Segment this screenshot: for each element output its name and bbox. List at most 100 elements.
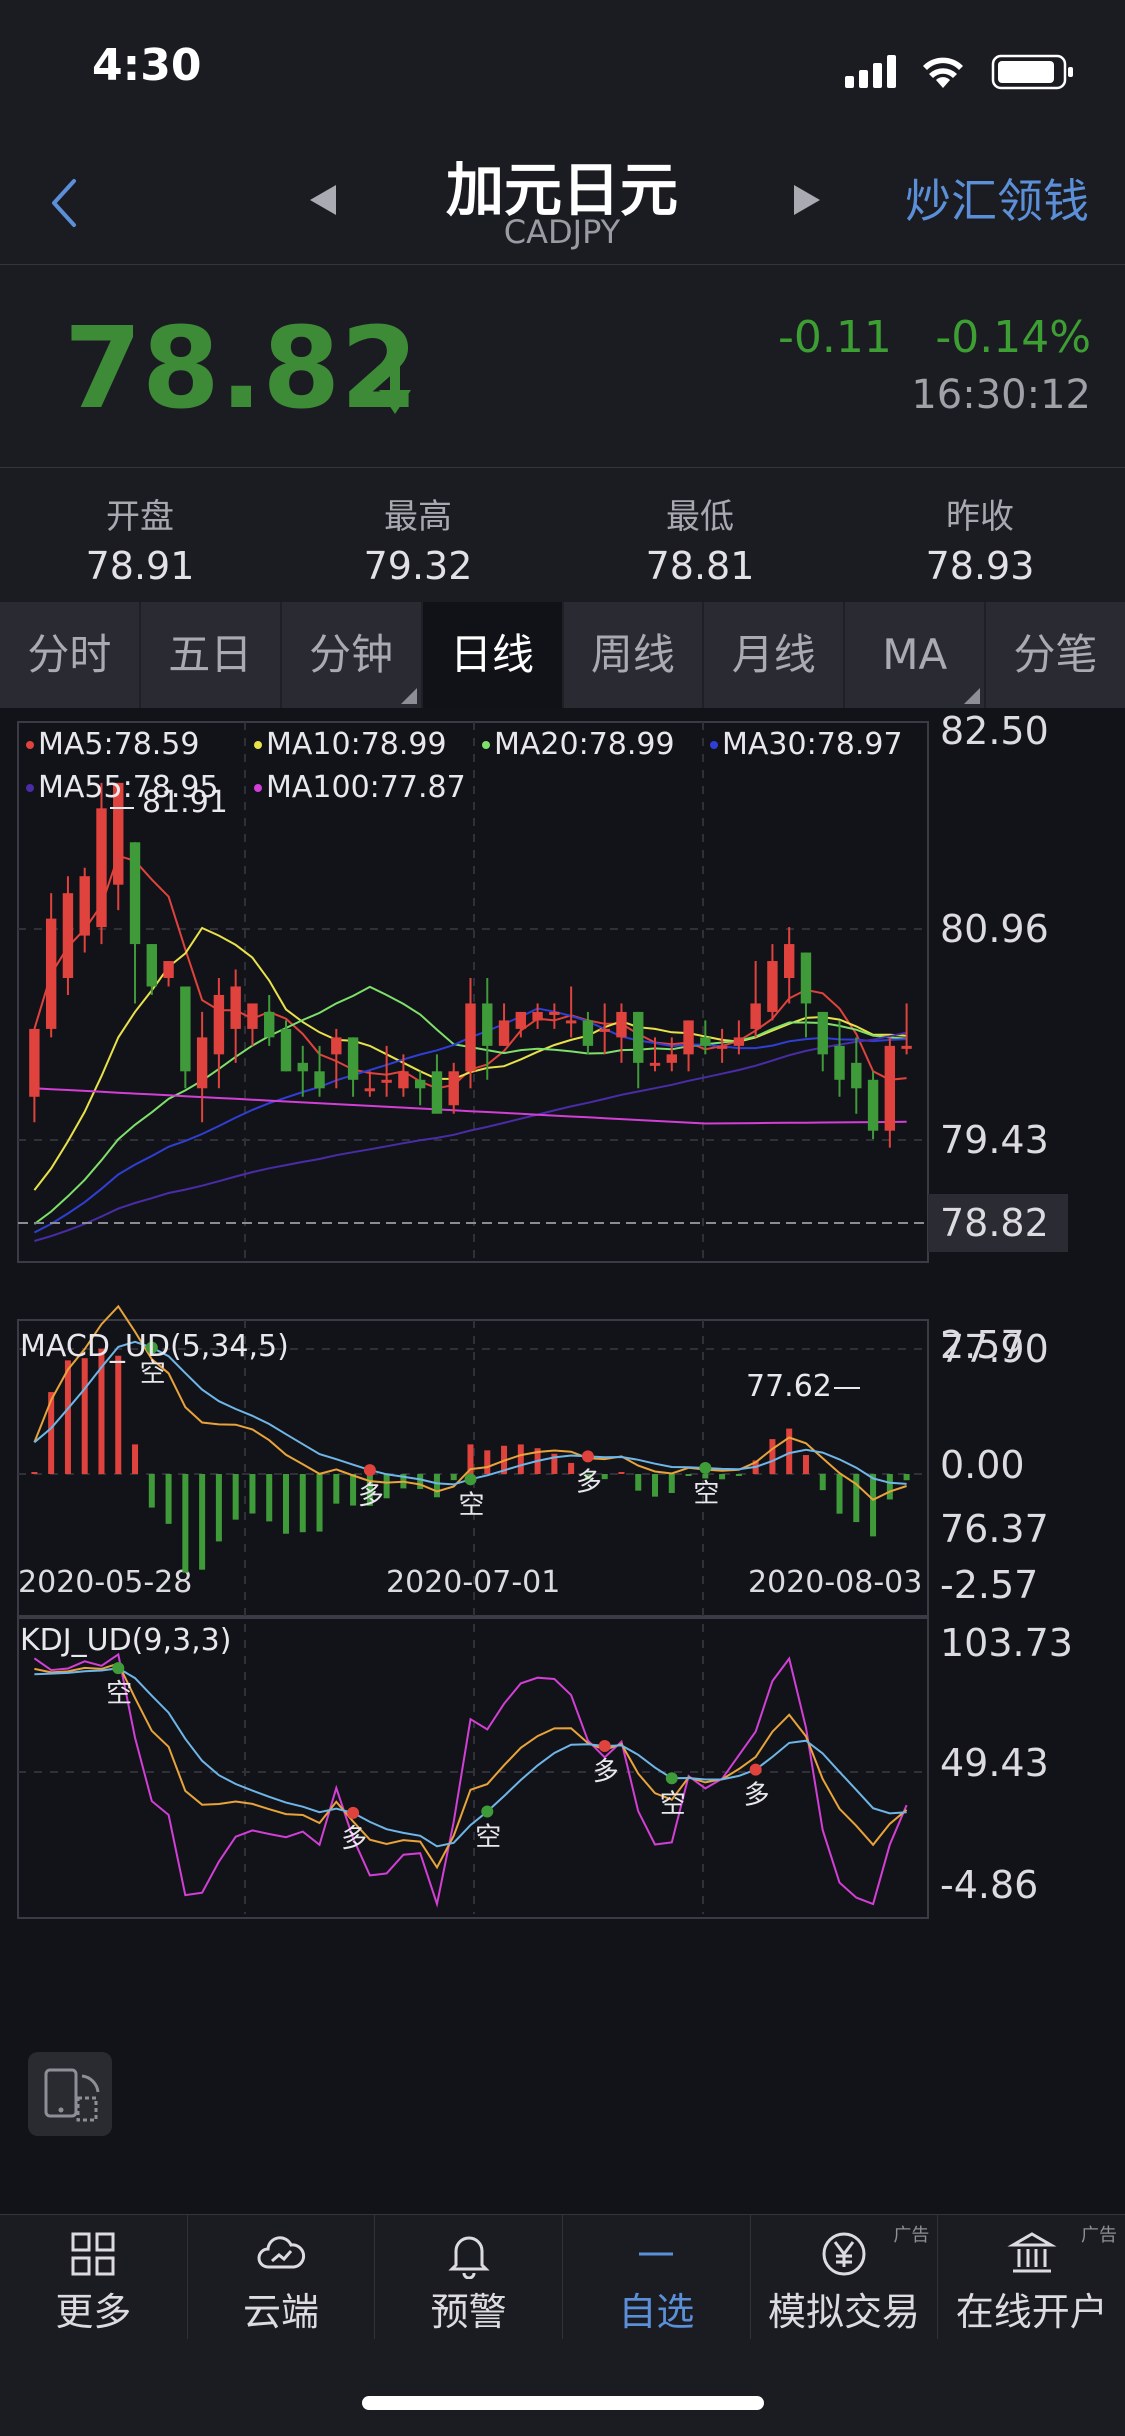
tab-label: 月线 [731, 630, 816, 679]
candle-body [414, 1079, 426, 1089]
low-label: 77.62 [746, 1369, 832, 1404]
tab-weekly[interactable]: 周线 [564, 602, 705, 708]
kdj-signal-label: 空 [475, 1822, 501, 1852]
tab-five-day[interactable]: 五日 [141, 602, 282, 708]
ma55-legend: MA55:78.95 [38, 770, 219, 805]
macd-bar [48, 1392, 55, 1474]
price-change: -0.11 [778, 312, 892, 363]
candle-body [163, 961, 174, 979]
kdj-signal-dot [749, 1763, 762, 1776]
back-icon[interactable] [40, 163, 100, 243]
macd-y-tick: -2.57 [940, 1563, 1038, 1607]
kdj-signal-dot [347, 1806, 360, 1819]
kdj-y-tick: 103.73 [940, 1621, 1073, 1665]
nav-label: 模拟交易 [768, 2290, 921, 2334]
macd-bar [433, 1474, 440, 1498]
macd-bar [81, 1358, 88, 1474]
kline-chart[interactable]: 82.50 80.96 79.43 78.82 77.90 76.37 2020… [0, 708, 1125, 2214]
minus-icon [639, 2252, 674, 2256]
tab-daily[interactable]: 日线 [422, 602, 564, 708]
kdj-k-line [34, 1662, 908, 1870]
macd-bar [132, 1444, 139, 1474]
candle-body [733, 1037, 745, 1046]
macd-bar [417, 1474, 424, 1490]
kdj-indicator: 空多 空多空多 [33, 1652, 908, 1908]
tab-label: 周线 [590, 630, 675, 679]
nav-label: 云端 [243, 2290, 320, 2334]
signal-icon [845, 55, 896, 88]
nav-open-account[interactable]: 广告 在线开户 [938, 2215, 1125, 2339]
tab-ticks[interactable]: 分笔 [986, 602, 1125, 708]
ma5-legend: MA5:78.59 [38, 727, 199, 762]
landscape-toggle-icon[interactable] [28, 2052, 112, 2136]
candle-body [264, 1011, 275, 1038]
stat-high: 最高 79.32 [278, 489, 558, 588]
macd-bar [886, 1474, 893, 1500]
candle-body [29, 1028, 40, 1097]
macd-bar [836, 1474, 843, 1514]
ma100-legend: MA100:77.87 [266, 770, 466, 805]
kdj-signal-label: 空 [106, 1679, 132, 1709]
nav-watchlist[interactable]: 自选 [563, 2215, 751, 2339]
grid-icon [71, 2232, 115, 2276]
candle-body [616, 1011, 627, 1038]
chart-area[interactable]: 82.50 80.96 79.43 78.82 77.90 76.37 2020… [0, 708, 1125, 2214]
nav-cloud[interactable]: 云端 [188, 2215, 376, 2339]
candle-body [549, 1011, 560, 1015]
kdj-title: KDJ_UD(9,3,3) [20, 1623, 231, 1658]
macd-signal-label: 空 [140, 1359, 166, 1389]
macd-bar [266, 1474, 273, 1522]
kdj-y-tick: -4.86 [940, 1863, 1038, 1907]
tab-monthly[interactable]: 月线 [704, 602, 846, 708]
macd-bar [467, 1444, 474, 1474]
kdj-y-tick: 49.43 [940, 1741, 1049, 1785]
ma30-legend: MA30:78.97 [722, 727, 903, 762]
candle-body [565, 1020, 577, 1024]
stat-label: 昨收 [946, 497, 1014, 537]
macd-bar [215, 1474, 222, 1542]
candle-body [129, 842, 141, 945]
nav-more[interactable]: 更多 [0, 2215, 188, 2339]
nav-simulated-trading[interactable]: 广告 模拟交易 [751, 2215, 939, 2339]
tab-label: 分笔 [1013, 630, 1098, 679]
candle-body [213, 994, 225, 1055]
tab-minute[interactable]: 分钟 [282, 602, 423, 708]
macd-bar [165, 1474, 172, 1524]
macd-bar [182, 1474, 189, 1573]
macd-bar [601, 1474, 608, 1480]
macd-bar [64, 1360, 71, 1474]
dropdown-corner-icon [400, 688, 417, 704]
candle-body [62, 893, 74, 979]
candle-body [851, 1062, 862, 1089]
macd-bar [366, 1474, 373, 1506]
prev-symbol-icon[interactable] [304, 175, 344, 225]
nav-label: 更多 [55, 2290, 132, 2334]
x-tick: 2020-05-28 [18, 1565, 192, 1600]
tab-timeshare[interactable]: 分时 [0, 602, 141, 708]
y-tick: 77.90 [940, 1327, 1049, 1371]
candle-body [800, 952, 812, 1004]
candle-body [700, 1037, 711, 1046]
ma-legend: MA5:78.59 MA10:78.99 MA20:78.99 MA30:78.… [26, 727, 903, 805]
macd-y-tick: 2.57 [940, 1323, 1025, 1367]
kdj-signal-label: 多 [744, 1781, 770, 1811]
status-icons [845, 54, 1073, 90]
candle-body [901, 1045, 912, 1049]
candle-body [146, 944, 158, 987]
macd-signal-label: 空 [459, 1490, 485, 1520]
quote-panel: 78.82 -0.11 -0.14% 16:30:12 [0, 266, 1125, 468]
candle-body [45, 918, 57, 1029]
tab-label: 分钟 [309, 630, 394, 679]
next-symbol-icon[interactable] [786, 175, 826, 225]
candle-body [230, 986, 241, 1029]
high-label: 81.91 [142, 785, 228, 820]
nav-alert[interactable]: 预警 [375, 2215, 564, 2339]
macd-bar [299, 1474, 306, 1533]
macd-dif-line [33, 1304, 907, 1502]
kdj-signal-label: 多 [593, 1757, 619, 1787]
promo-link[interactable]: 炒汇领钱 [905, 174, 1089, 228]
tab-ma[interactable]: MA [845, 602, 987, 708]
macd-bar [668, 1474, 675, 1494]
candle-body [280, 1028, 292, 1072]
bank-icon [1007, 2232, 1057, 2273]
